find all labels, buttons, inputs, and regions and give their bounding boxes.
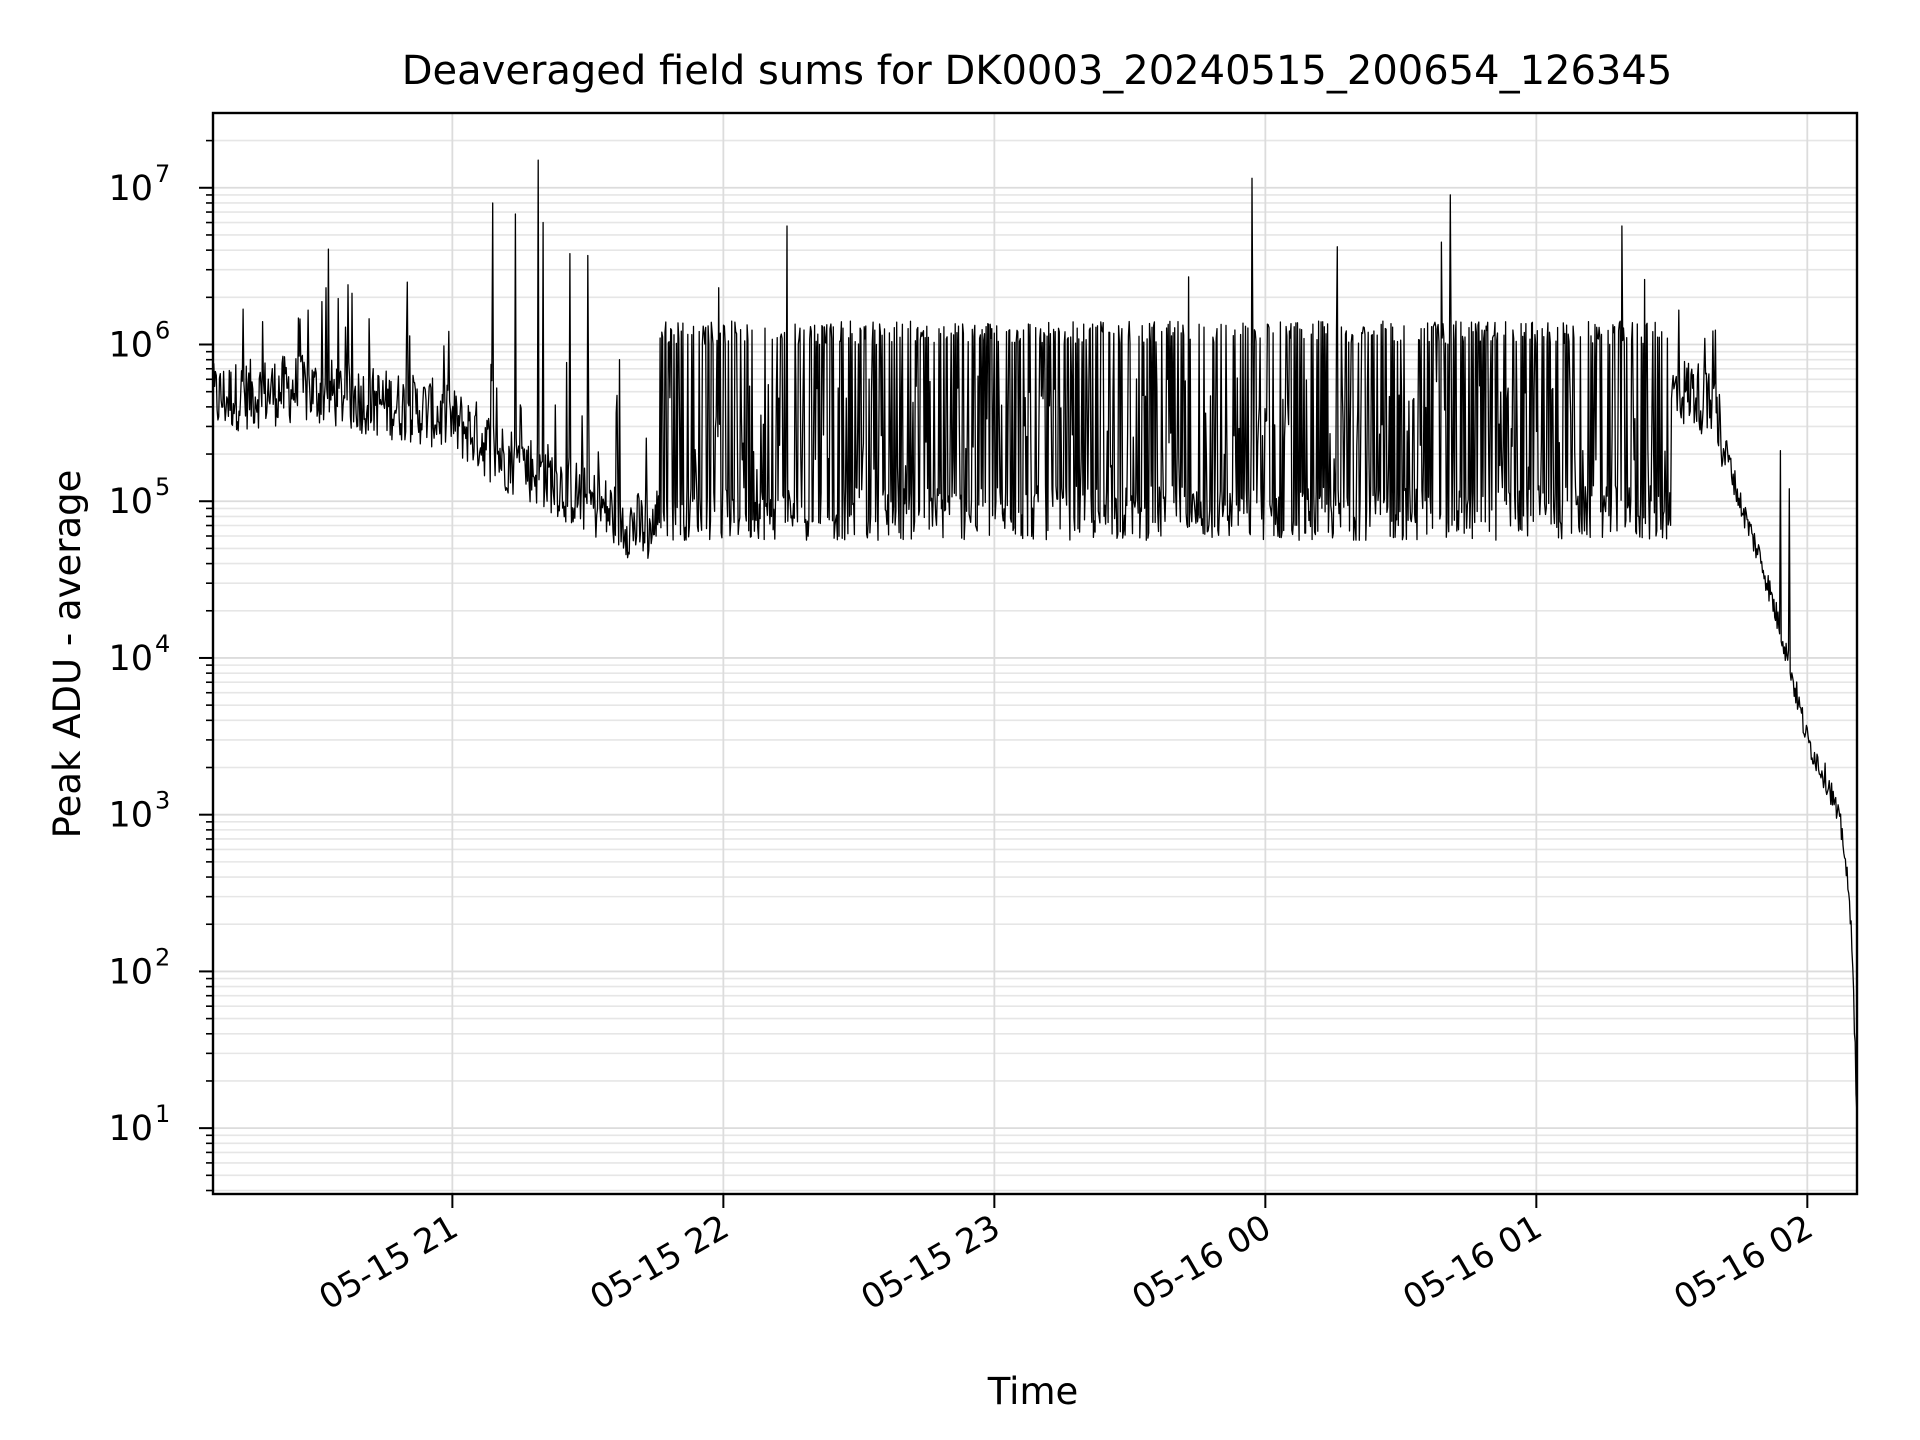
chart-title: Deaveraged field sums for DK0003_2024051… bbox=[402, 48, 1673, 94]
y-tick-exponent: 4 bbox=[155, 630, 170, 658]
y-tick-label: 10 bbox=[108, 952, 153, 992]
y-tick-exponent: 2 bbox=[155, 943, 170, 971]
y-tick-label: 10 bbox=[108, 482, 153, 522]
y-tick-label: 10 bbox=[108, 169, 153, 209]
y-axis-label: Peak ADU - average bbox=[46, 470, 89, 839]
y-tick-label: 10 bbox=[108, 639, 153, 679]
y-tick-exponent: 3 bbox=[155, 787, 170, 815]
y-tick-exponent: 6 bbox=[155, 317, 170, 345]
series bbox=[212, 159, 1858, 1194]
y-tick-exponent: 5 bbox=[155, 473, 170, 501]
grid bbox=[213, 113, 1857, 1194]
y-tick-exponent: 1 bbox=[155, 1100, 170, 1128]
series-line bbox=[212, 159, 1858, 1194]
y-tick-label: 10 bbox=[108, 326, 153, 366]
y-tick-label: 10 bbox=[108, 1109, 153, 1149]
y-tick-label: 10 bbox=[108, 796, 153, 836]
plot-frame bbox=[211, 111, 1859, 1196]
x-axis-label: Time bbox=[987, 1370, 1079, 1413]
y-tick-exponent: 7 bbox=[155, 160, 170, 188]
